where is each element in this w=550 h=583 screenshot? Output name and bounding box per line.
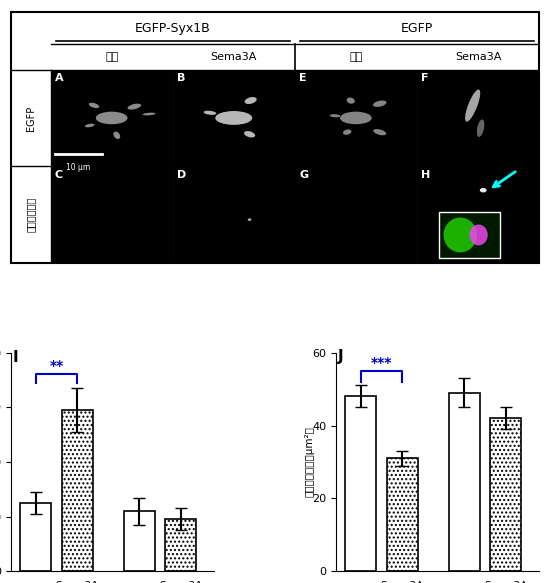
Ellipse shape — [142, 113, 156, 115]
Text: Sema3A: Sema3A — [211, 52, 257, 62]
Bar — [449, 393, 480, 571]
Ellipse shape — [96, 112, 128, 124]
Ellipse shape — [248, 219, 251, 221]
Y-axis label: 成長円錐面積（μm²）: 成長円錐面積（μm²） — [304, 427, 314, 497]
Ellipse shape — [477, 120, 485, 137]
Bar — [173, 166, 295, 264]
Bar — [166, 519, 196, 571]
Text: 対照: 対照 — [349, 52, 362, 62]
Ellipse shape — [373, 100, 387, 107]
Text: ***: *** — [371, 356, 392, 370]
Text: F: F — [421, 73, 428, 83]
Ellipse shape — [244, 131, 255, 138]
Ellipse shape — [85, 124, 95, 127]
Text: A: A — [55, 73, 63, 83]
Ellipse shape — [346, 97, 355, 104]
Text: Sema3A: Sema3A — [455, 52, 501, 62]
Text: EGFP-Syx1B: EGFP-Syx1B — [135, 22, 211, 34]
Bar — [417, 166, 539, 264]
Ellipse shape — [340, 112, 372, 124]
Bar — [51, 69, 173, 166]
Text: 10 μm: 10 μm — [66, 163, 91, 171]
Bar — [173, 69, 295, 166]
Ellipse shape — [330, 114, 340, 117]
Text: C: C — [55, 170, 63, 180]
Bar — [387, 458, 418, 571]
Bar — [62, 410, 93, 571]
Text: EGFP: EGFP — [26, 106, 36, 131]
Bar — [20, 503, 51, 571]
Text: J: J — [338, 349, 344, 364]
Text: I: I — [13, 350, 19, 365]
Bar — [295, 166, 417, 264]
Ellipse shape — [465, 89, 480, 122]
Ellipse shape — [113, 132, 120, 139]
Text: B: B — [177, 73, 185, 83]
Ellipse shape — [373, 129, 386, 135]
Ellipse shape — [343, 129, 351, 135]
Bar — [490, 418, 521, 571]
Text: H: H — [421, 170, 430, 180]
Ellipse shape — [215, 111, 252, 125]
Bar — [417, 69, 539, 166]
Bar — [295, 69, 417, 166]
Ellipse shape — [245, 97, 257, 104]
Ellipse shape — [443, 217, 477, 252]
Text: 対照: 対照 — [105, 52, 118, 62]
Text: デキストラン: デキストラン — [26, 197, 36, 233]
Text: D: D — [177, 170, 186, 180]
Ellipse shape — [89, 103, 99, 108]
Ellipse shape — [128, 104, 141, 110]
Bar — [345, 396, 376, 571]
Text: E: E — [299, 73, 307, 83]
Text: **: ** — [50, 359, 64, 373]
Text: G: G — [299, 170, 308, 180]
Text: EGFP: EGFP — [401, 22, 433, 34]
Ellipse shape — [480, 188, 487, 192]
Bar — [51, 166, 173, 264]
Ellipse shape — [204, 111, 216, 115]
Bar — [439, 212, 500, 258]
Ellipse shape — [469, 224, 488, 245]
Bar — [124, 511, 155, 571]
